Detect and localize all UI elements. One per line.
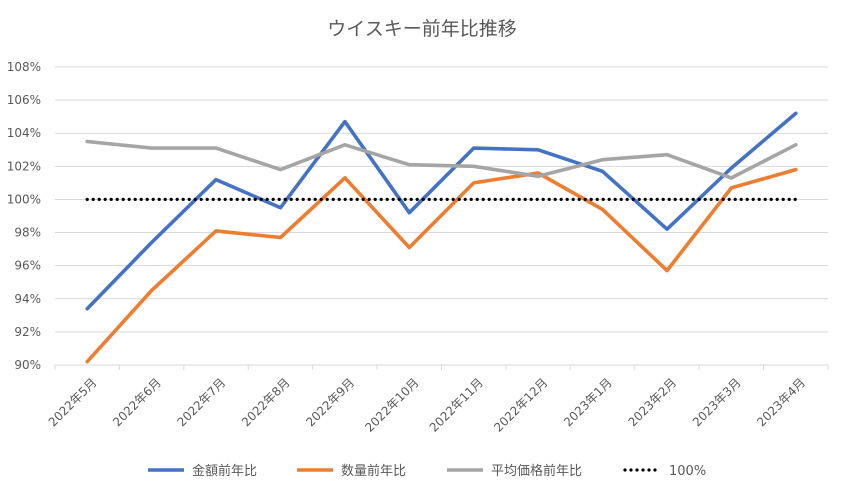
legend: 金額前年比 数量前年比 平均価格前年比 100% bbox=[148, 463, 706, 479]
series-line bbox=[85, 111, 798, 311]
x-axis-ticks: 2022年5月 2022年6月 2022年7月 2022年8月 2022年9月 2022年… bbox=[46, 365, 829, 435]
x-tick-label: 2022年8月 bbox=[239, 375, 293, 429]
x-tick-label: 2022年7月 bbox=[175, 375, 229, 429]
x-tick-label: 2022年12月 bbox=[491, 375, 550, 434]
y-tick-label: 96% bbox=[14, 259, 41, 273]
legend-label: 平均価格前年比 bbox=[491, 463, 582, 479]
y-tick-label: 106% bbox=[7, 93, 41, 107]
x-tick-label: 2022年6月 bbox=[110, 375, 164, 429]
series-line bbox=[85, 139, 798, 180]
x-tick-label: 2022年5月 bbox=[46, 375, 100, 429]
y-tick-label: 100% bbox=[7, 192, 41, 206]
y-axis-ticks: 90% 92% 94% 96% 98% 100% 102% 104% 106% 108% bbox=[7, 60, 41, 372]
series-line bbox=[85, 167, 798, 364]
legend-label: 数量前年比 bbox=[341, 463, 406, 479]
y-tick-label: 102% bbox=[7, 159, 41, 173]
y-tick-label: 94% bbox=[14, 292, 41, 306]
x-tick-label: 2022年11月 bbox=[427, 375, 486, 434]
x-tick-label: 2022年9月 bbox=[303, 375, 357, 429]
y-tick-label: 98% bbox=[14, 226, 41, 240]
x-tick-label: 2022年10月 bbox=[362, 375, 421, 434]
y-tick-label: 92% bbox=[14, 325, 41, 339]
legend-label: 金額前年比 bbox=[192, 463, 257, 479]
x-tick-label: 2023年1月 bbox=[561, 375, 615, 429]
x-tick-label: 2023年3月 bbox=[690, 375, 744, 429]
series-lines bbox=[85, 111, 798, 364]
legend-label: 100% bbox=[669, 464, 706, 479]
y-tick-label: 104% bbox=[7, 126, 41, 140]
x-tick-label: 2023年4月 bbox=[754, 375, 808, 429]
y-tick-label: 90% bbox=[14, 358, 41, 372]
chart-title: ウイスキー前年比推移 bbox=[327, 18, 516, 40]
x-tick-label: 2023年2月 bbox=[625, 375, 679, 429]
y-tick-label: 108% bbox=[7, 60, 41, 74]
